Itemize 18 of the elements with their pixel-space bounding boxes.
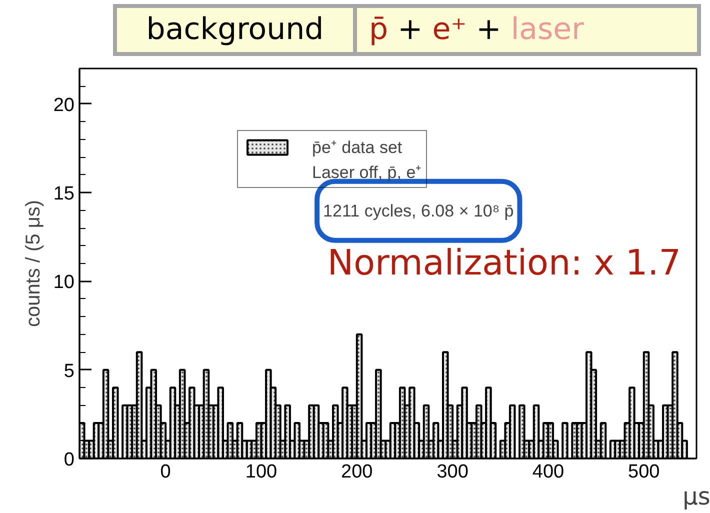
y-tick-label: 10 <box>53 272 75 294</box>
x-tick-label: 0 <box>160 462 171 482</box>
y-tick-label: 15 <box>53 184 75 205</box>
x-tick-label: 200 <box>341 462 373 482</box>
x-axis-title: μs <box>682 482 710 510</box>
y-axis-title: counts / (5 μs) <box>22 200 44 328</box>
annotation: Laser off, p̄, e⁺ <box>312 162 422 183</box>
y-tick-label: 20 <box>53 94 75 116</box>
y-tick-label: 5 <box>64 360 75 382</box>
x-tick-label: 400 <box>532 462 564 482</box>
annotation: Normalization: x 1.7 <box>327 244 682 284</box>
x-tick-label: 100 <box>245 462 278 482</box>
x-tick-label: 300 <box>436 462 468 482</box>
x-tick-label: 500 <box>628 462 660 482</box>
chart-subtitle: p̄ + e⁺ + laser <box>369 12 584 47</box>
chart-title: background <box>113 4 357 56</box>
legend-label: p̄e⁺ data set <box>312 137 402 158</box>
annotation: 1211 cycles, 6.08 × 10⁸ p̄ <box>323 201 514 220</box>
